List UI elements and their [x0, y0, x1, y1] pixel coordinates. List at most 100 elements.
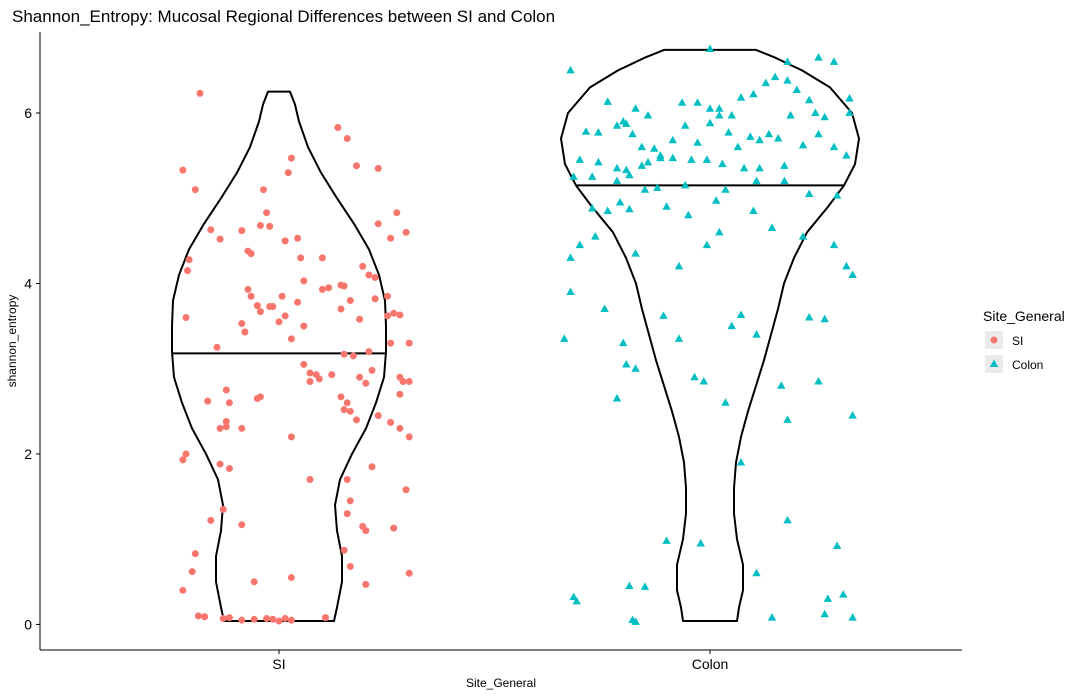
point-colon: [612, 176, 622, 185]
point-colon: [566, 65, 575, 74]
legend-title: Site_General: [983, 308, 1065, 324]
point-colon: [612, 121, 622, 129]
point-si: [222, 386, 230, 394]
point-colon: [625, 170, 634, 179]
point-si: [201, 613, 209, 621]
point-colon: [681, 121, 690, 129]
point-colon: [783, 57, 792, 65]
point-si: [362, 527, 370, 535]
point-si: [337, 305, 345, 313]
point-colon: [820, 314, 829, 323]
point-si: [222, 418, 230, 426]
point-si: [343, 135, 351, 143]
point-si: [374, 164, 382, 172]
point-si: [253, 302, 261, 310]
point-si: [362, 580, 370, 588]
violin-si: [171, 90, 387, 623]
point-colon: [622, 359, 631, 368]
point-colon: [588, 203, 597, 212]
point-colon: [659, 311, 668, 319]
point-colon: [780, 176, 789, 185]
point-si: [346, 497, 354, 505]
point-colon: [628, 129, 637, 138]
point-colon: [736, 93, 746, 101]
point-colon: [643, 111, 653, 119]
point-colon: [575, 155, 584, 163]
point-colon: [594, 157, 603, 166]
point-si: [353, 162, 360, 170]
legend-key-colon-triangle-icon: [989, 359, 999, 367]
point-colon: [798, 232, 808, 240]
point-colon: [814, 129, 823, 138]
point-colon: [600, 304, 609, 313]
point-colon: [699, 376, 708, 385]
point-colon: [674, 261, 684, 270]
point-si: [238, 227, 246, 235]
point-colon: [739, 163, 749, 172]
point-colon: [656, 153, 665, 162]
point-si: [185, 256, 193, 264]
point-colon: [625, 581, 634, 590]
point-si: [368, 463, 376, 471]
point-si: [287, 574, 295, 582]
point-colon: [591, 232, 600, 240]
point-colon: [832, 541, 842, 550]
point-si: [396, 311, 404, 319]
point-colon: [653, 183, 662, 191]
point-colon: [736, 457, 746, 466]
point-si: [294, 234, 302, 242]
point-si: [387, 234, 395, 242]
point-colon: [681, 180, 690, 189]
point-si: [191, 550, 199, 558]
point-colon: [767, 613, 777, 621]
point-si: [213, 343, 221, 351]
point-si: [222, 423, 230, 431]
point-si: [390, 524, 398, 532]
point-colon: [677, 98, 687, 106]
point-colon: [603, 97, 612, 105]
point-colon: [690, 372, 699, 381]
point-si: [405, 433, 413, 441]
point-colon: [625, 204, 634, 213]
point-colon: [736, 310, 746, 318]
point-colon: [814, 53, 823, 61]
point-si: [374, 220, 382, 228]
point-colon: [832, 191, 842, 199]
point-si: [349, 352, 357, 360]
point-si: [325, 284, 333, 292]
point-si: [225, 614, 233, 622]
point-colon: [829, 142, 839, 151]
point-colon: [780, 161, 789, 169]
point-si: [182, 314, 190, 322]
point-si: [312, 371, 320, 379]
point-si: [405, 569, 413, 577]
point-colon: [640, 582, 650, 590]
point-si: [204, 397, 212, 405]
point-colon: [631, 249, 640, 257]
point-si: [318, 285, 326, 293]
point-si: [287, 433, 295, 441]
point-colon: [566, 287, 575, 295]
point-colon: [643, 157, 653, 166]
point-si: [318, 254, 326, 262]
point-si: [371, 274, 379, 281]
point-si: [179, 456, 187, 464]
chart-title: Shannon_Entropy: Mucosal Regional Differ…: [12, 7, 555, 26]
point-colon: [668, 153, 677, 162]
point-si: [281, 237, 289, 245]
point-colon: [615, 197, 625, 206]
legend-label-colon: Colon: [1012, 358, 1043, 372]
point-si: [287, 154, 295, 162]
point-si: [256, 393, 264, 401]
y-tick-label: 0: [24, 616, 32, 632]
point-colon: [749, 89, 758, 98]
point-si: [405, 377, 413, 385]
x-ticks: SI Colon: [272, 650, 728, 672]
point-colon: [612, 394, 622, 402]
point-si: [238, 616, 246, 624]
point-colon: [839, 590, 848, 598]
point-si: [334, 123, 342, 131]
point-si: [275, 617, 283, 625]
point-colon: [764, 129, 774, 138]
point-si: [306, 476, 314, 484]
